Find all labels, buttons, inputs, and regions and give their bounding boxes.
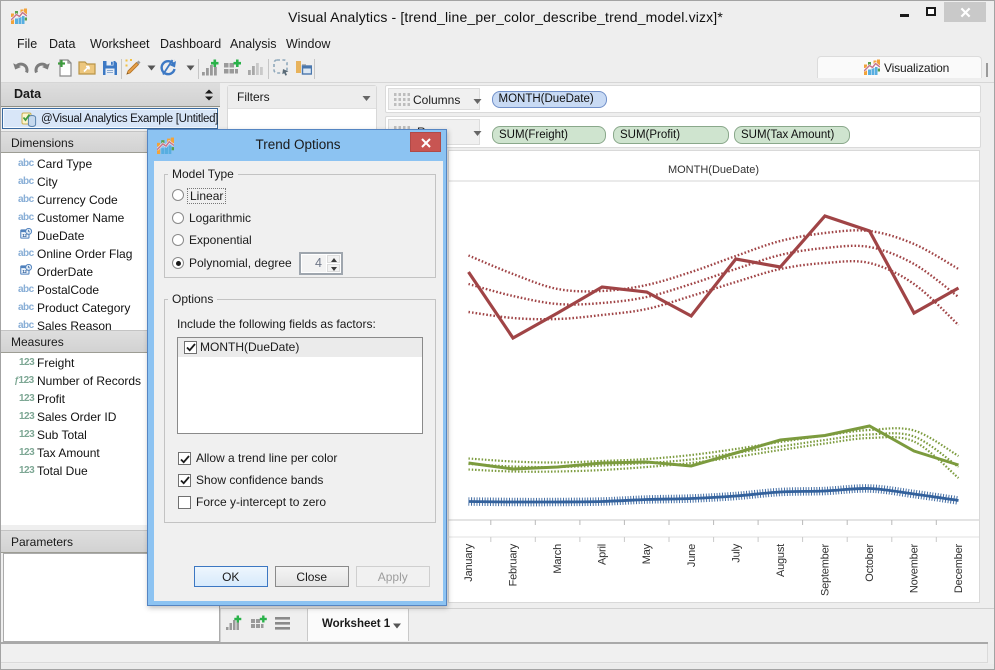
svg-text:August: August <box>775 544 787 577</box>
svg-text:September: September <box>819 543 831 596</box>
svg-text:June: June <box>686 544 698 567</box>
svg-text:November: November <box>909 543 921 593</box>
svg-text:March: March <box>552 544 564 574</box>
svg-text:July: July <box>730 543 742 562</box>
svg-text:January: January <box>463 543 475 581</box>
svg-text:December: December <box>953 543 965 593</box>
svg-text:12: 12 <box>22 233 27 238</box>
svg-text:February: February <box>508 543 520 586</box>
svg-text:May: May <box>641 543 653 564</box>
svg-text:October: October <box>864 543 876 581</box>
svg-text:April: April <box>597 544 609 565</box>
svg-text:12: 12 <box>22 269 27 274</box>
